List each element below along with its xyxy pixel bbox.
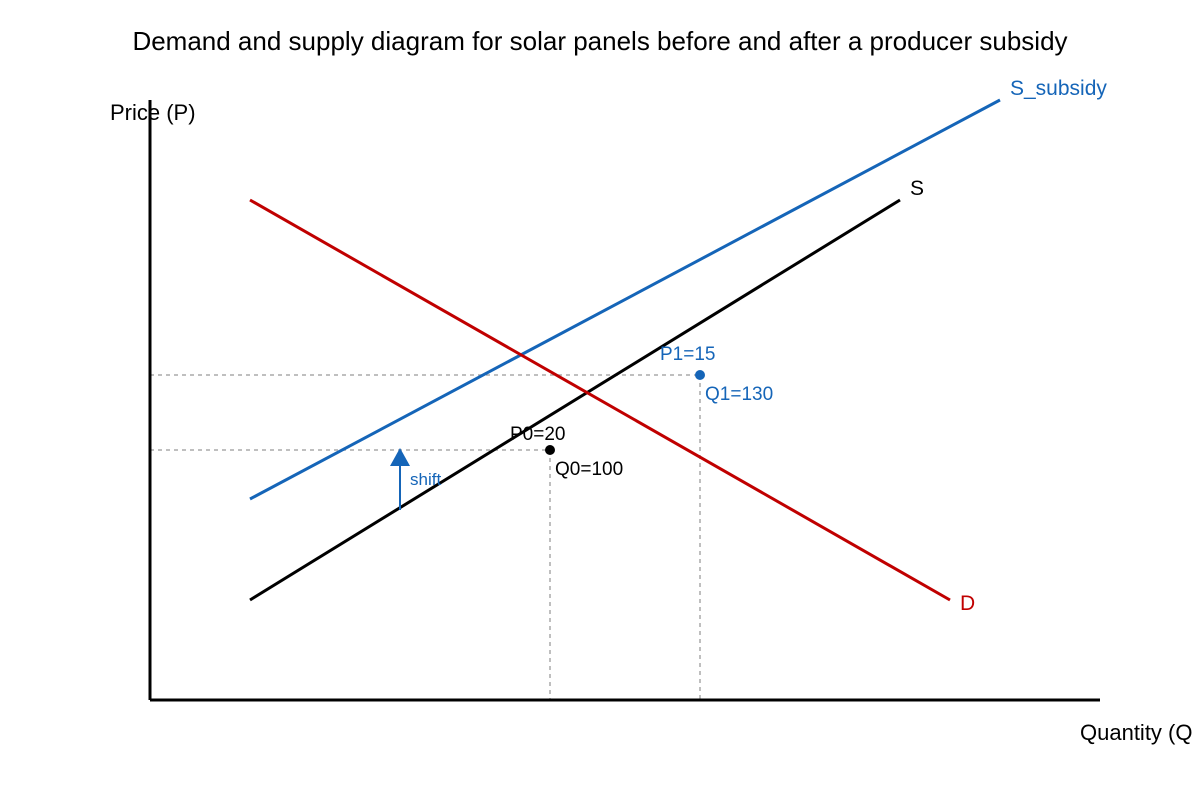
quantity-label: Q1=130 [705, 384, 773, 405]
x-axis-label: Quantity (Q [1080, 720, 1192, 745]
quantity-label: Q0=100 [555, 459, 623, 480]
curve-label: S_subsidy [1010, 77, 1107, 100]
demand-curve [249, 198, 951, 602]
equilibrium-point [695, 370, 705, 380]
price-label: P0=20 [510, 424, 565, 445]
title: Demand and supply diagram for solar pane… [132, 26, 1067, 56]
curve-label: S [910, 177, 924, 200]
y-axis-label: Price (P) [110, 100, 196, 125]
guides [150, 374, 701, 700]
curve-label: D [960, 592, 975, 615]
shift-label: shift [410, 470, 441, 489]
supply-subsidy-curve [249, 98, 1001, 501]
supply-curve [249, 198, 901, 602]
price-label: P1=15 [660, 344, 715, 365]
equilibrium-point [545, 445, 555, 455]
